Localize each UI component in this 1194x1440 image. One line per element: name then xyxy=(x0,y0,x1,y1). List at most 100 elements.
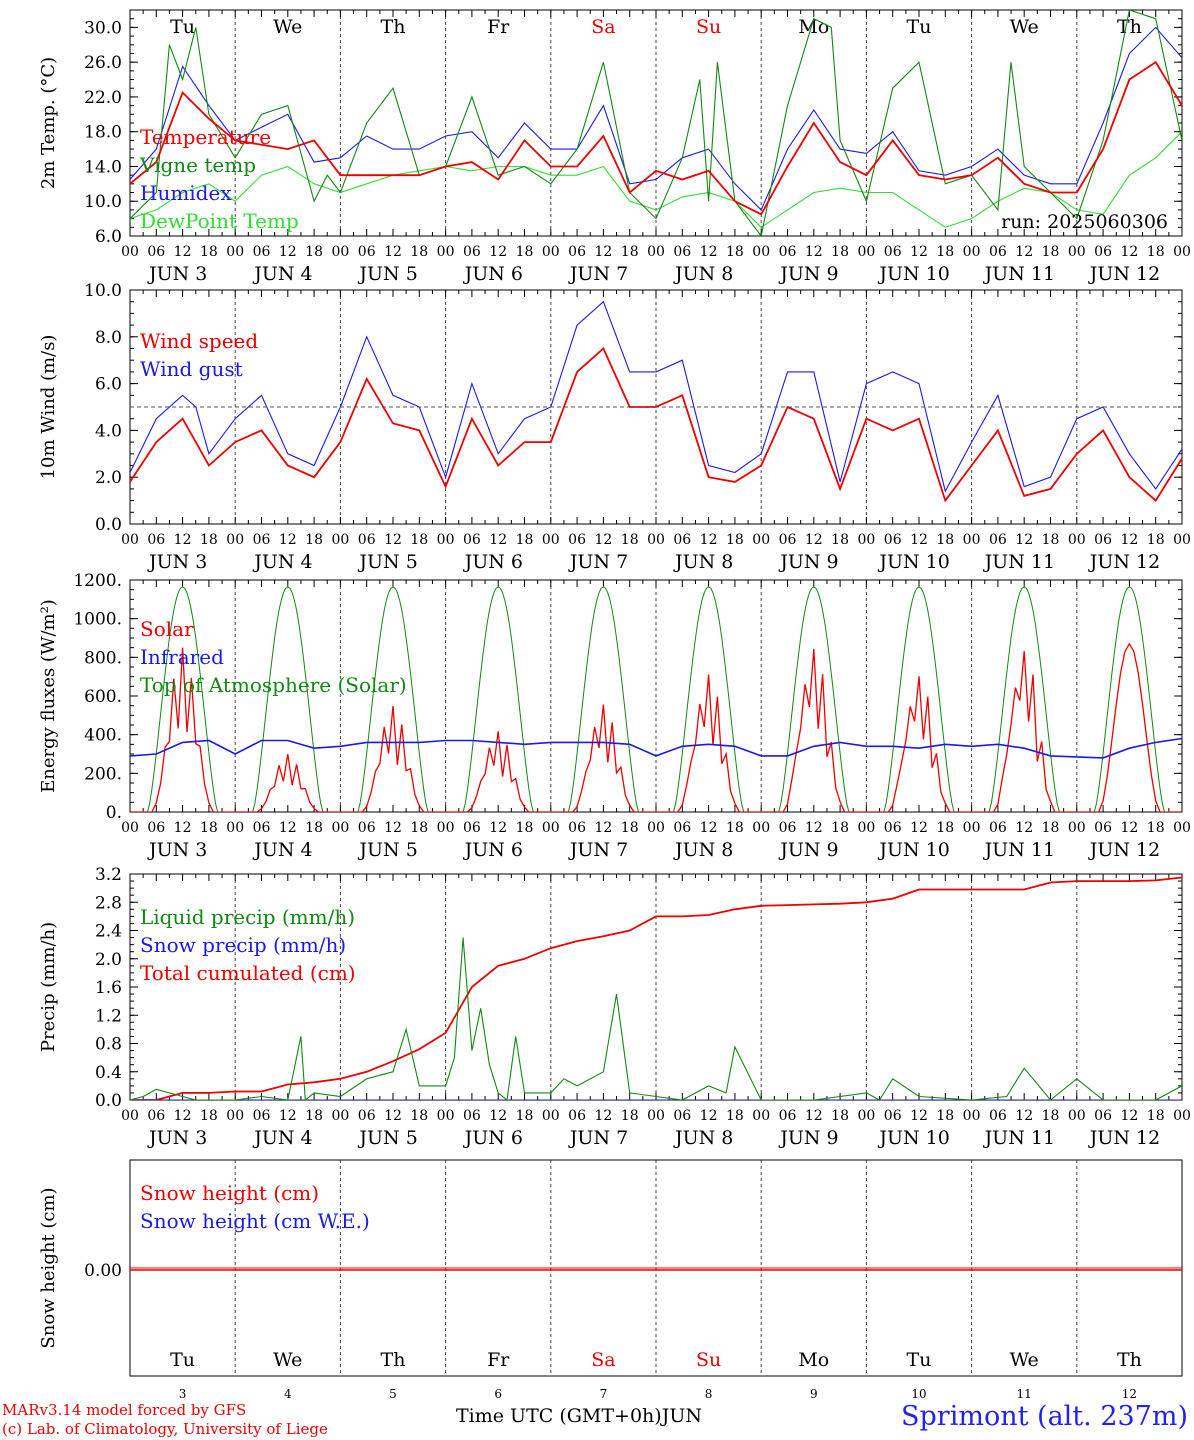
hour-tick-label: 00 xyxy=(1068,532,1086,548)
hour-tick-label: 12 xyxy=(1015,532,1033,548)
day-number-label: 8 xyxy=(705,1387,713,1401)
y-tick-label: 8.0 xyxy=(95,328,122,348)
hour-tick-label: 00 xyxy=(331,244,349,260)
y-tick-label: 22.0 xyxy=(84,88,122,108)
hour-tick-label: 12 xyxy=(384,532,402,548)
series-line-blue xyxy=(130,26,1182,211)
date-label: JUN 3 xyxy=(147,263,207,285)
hour-tick-label: 06 xyxy=(358,532,376,548)
hour-tick-label: 12 xyxy=(1015,244,1033,260)
hour-tick-label: 06 xyxy=(673,532,691,548)
day-name-label: Mo xyxy=(798,1349,829,1371)
hour-tick-label: 00 xyxy=(857,820,875,836)
date-label: JUN 7 xyxy=(568,1127,628,1149)
hour-tick-label: 00 xyxy=(437,532,455,548)
legend-entry: Wind gust xyxy=(140,357,243,381)
hour-tick-label: 00 xyxy=(226,820,244,836)
legend-entry: Humidex xyxy=(140,181,232,205)
hour-tick-label: 06 xyxy=(779,244,797,260)
hour-tick-label: 00 xyxy=(121,820,139,836)
hour-tick-label: 18 xyxy=(726,820,744,836)
hour-tick-label: 18 xyxy=(305,1108,323,1124)
date-label: JUN 6 xyxy=(463,1127,523,1149)
y-tick-label: 800. xyxy=(84,648,122,668)
hour-tick-label: 06 xyxy=(463,1108,481,1124)
series-line-blue xyxy=(130,300,1182,493)
y-tick-label: 1.2 xyxy=(95,1006,122,1026)
hour-tick-label: 06 xyxy=(463,820,481,836)
legend-entry: Liquid precip (mm/h) xyxy=(140,905,355,929)
hour-tick-label: 12 xyxy=(174,1108,192,1124)
day-number-label: 11 xyxy=(1017,1387,1032,1401)
hour-tick-label: 12 xyxy=(489,532,507,548)
hour-tick-label: 06 xyxy=(1094,244,1112,260)
day-number-label: 12 xyxy=(1122,1387,1137,1401)
hour-tick-label: 12 xyxy=(805,1108,823,1124)
hour-tick-label: 18 xyxy=(200,244,218,260)
date-label: JUN 5 xyxy=(357,839,417,861)
date-label: JUN 11 xyxy=(983,1127,1055,1149)
hour-tick-label: 18 xyxy=(305,244,323,260)
date-label: JUN 5 xyxy=(357,263,417,285)
y-tick-label: 10.0 xyxy=(84,192,122,212)
y-tick-label: 6.0 xyxy=(95,375,122,395)
date-label: JUN 12 xyxy=(1088,551,1160,573)
hour-tick-label: 18 xyxy=(410,820,428,836)
hour-tick-label: 00 xyxy=(437,820,455,836)
hour-tick-label: 18 xyxy=(305,820,323,836)
y-tick-label: 4.0 xyxy=(95,421,122,441)
hour-tick-label: 18 xyxy=(305,532,323,548)
hour-tick-label: 18 xyxy=(516,1108,534,1124)
hour-tick-label: 18 xyxy=(1147,532,1165,548)
hour-tick-label: 18 xyxy=(1147,244,1165,260)
day-name-label: Th xyxy=(1117,1349,1142,1371)
hour-tick-label: 00 xyxy=(1068,820,1086,836)
hour-tick-label: 12 xyxy=(1120,244,1138,260)
hour-tick-label: 06 xyxy=(673,244,691,260)
y-tick-label: 3.2 xyxy=(95,865,122,885)
hour-tick-label: 00 xyxy=(1173,244,1191,260)
hour-tick-label: 12 xyxy=(700,820,718,836)
legend-entry: Infrared xyxy=(140,645,224,669)
day-name-label: Su xyxy=(696,1349,721,1371)
date-label: JUN 4 xyxy=(252,1127,312,1149)
day-number-label: 3 xyxy=(179,1387,187,1401)
hour-tick-label: 00 xyxy=(1173,820,1191,836)
date-label: JUN 12 xyxy=(1088,839,1160,861)
hour-tick-label: 06 xyxy=(568,1108,586,1124)
hour-tick-label: 18 xyxy=(516,244,534,260)
y-axis-label: Snow height (cm) xyxy=(38,1187,59,1348)
hour-tick-label: 06 xyxy=(147,532,165,548)
hour-tick-label: 00 xyxy=(963,532,981,548)
hour-tick-label: 06 xyxy=(779,1108,797,1124)
hour-tick-label: 06 xyxy=(989,820,1007,836)
hour-tick-label: 06 xyxy=(884,244,902,260)
y-tick-label: 0. xyxy=(106,803,122,823)
hour-tick-label: 06 xyxy=(253,244,271,260)
y-tick-label: 600. xyxy=(84,687,122,707)
y-tick-label: 0.0 xyxy=(95,1091,122,1111)
hour-tick-label: 12 xyxy=(594,532,612,548)
toa-solar-line xyxy=(130,586,1182,812)
hour-tick-label: 12 xyxy=(594,820,612,836)
hour-tick-label: 06 xyxy=(253,532,271,548)
hour-tick-label: 06 xyxy=(884,532,902,548)
panel-2: 0. 200. 400. 600. 800. 1000. 1200. Energy fluxe… xyxy=(38,571,1191,861)
hour-tick-label: 06 xyxy=(358,820,376,836)
date-label: JUN 9 xyxy=(778,839,838,861)
date-label: JUN 11 xyxy=(983,839,1055,861)
hour-tick-label: 00 xyxy=(437,1108,455,1124)
hour-tick-label: 18 xyxy=(726,244,744,260)
day-number-label: 10 xyxy=(911,1387,926,1401)
x-axis-title: Time UTC (GMT+0h)JUN xyxy=(456,1405,702,1427)
day-number-label: 4 xyxy=(284,1387,292,1401)
day-name-label: Tu xyxy=(170,16,195,38)
hour-tick-label: 06 xyxy=(568,244,586,260)
y-tick-label: 2.0 xyxy=(95,468,122,488)
hour-tick-label: 12 xyxy=(1120,532,1138,548)
date-label: JUN 7 xyxy=(568,551,628,573)
day-name-label: Fr xyxy=(487,1349,510,1371)
date-label: JUN 12 xyxy=(1088,1127,1160,1149)
hour-tick-label: 00 xyxy=(963,1108,981,1124)
hour-tick-label: 12 xyxy=(910,1108,928,1124)
